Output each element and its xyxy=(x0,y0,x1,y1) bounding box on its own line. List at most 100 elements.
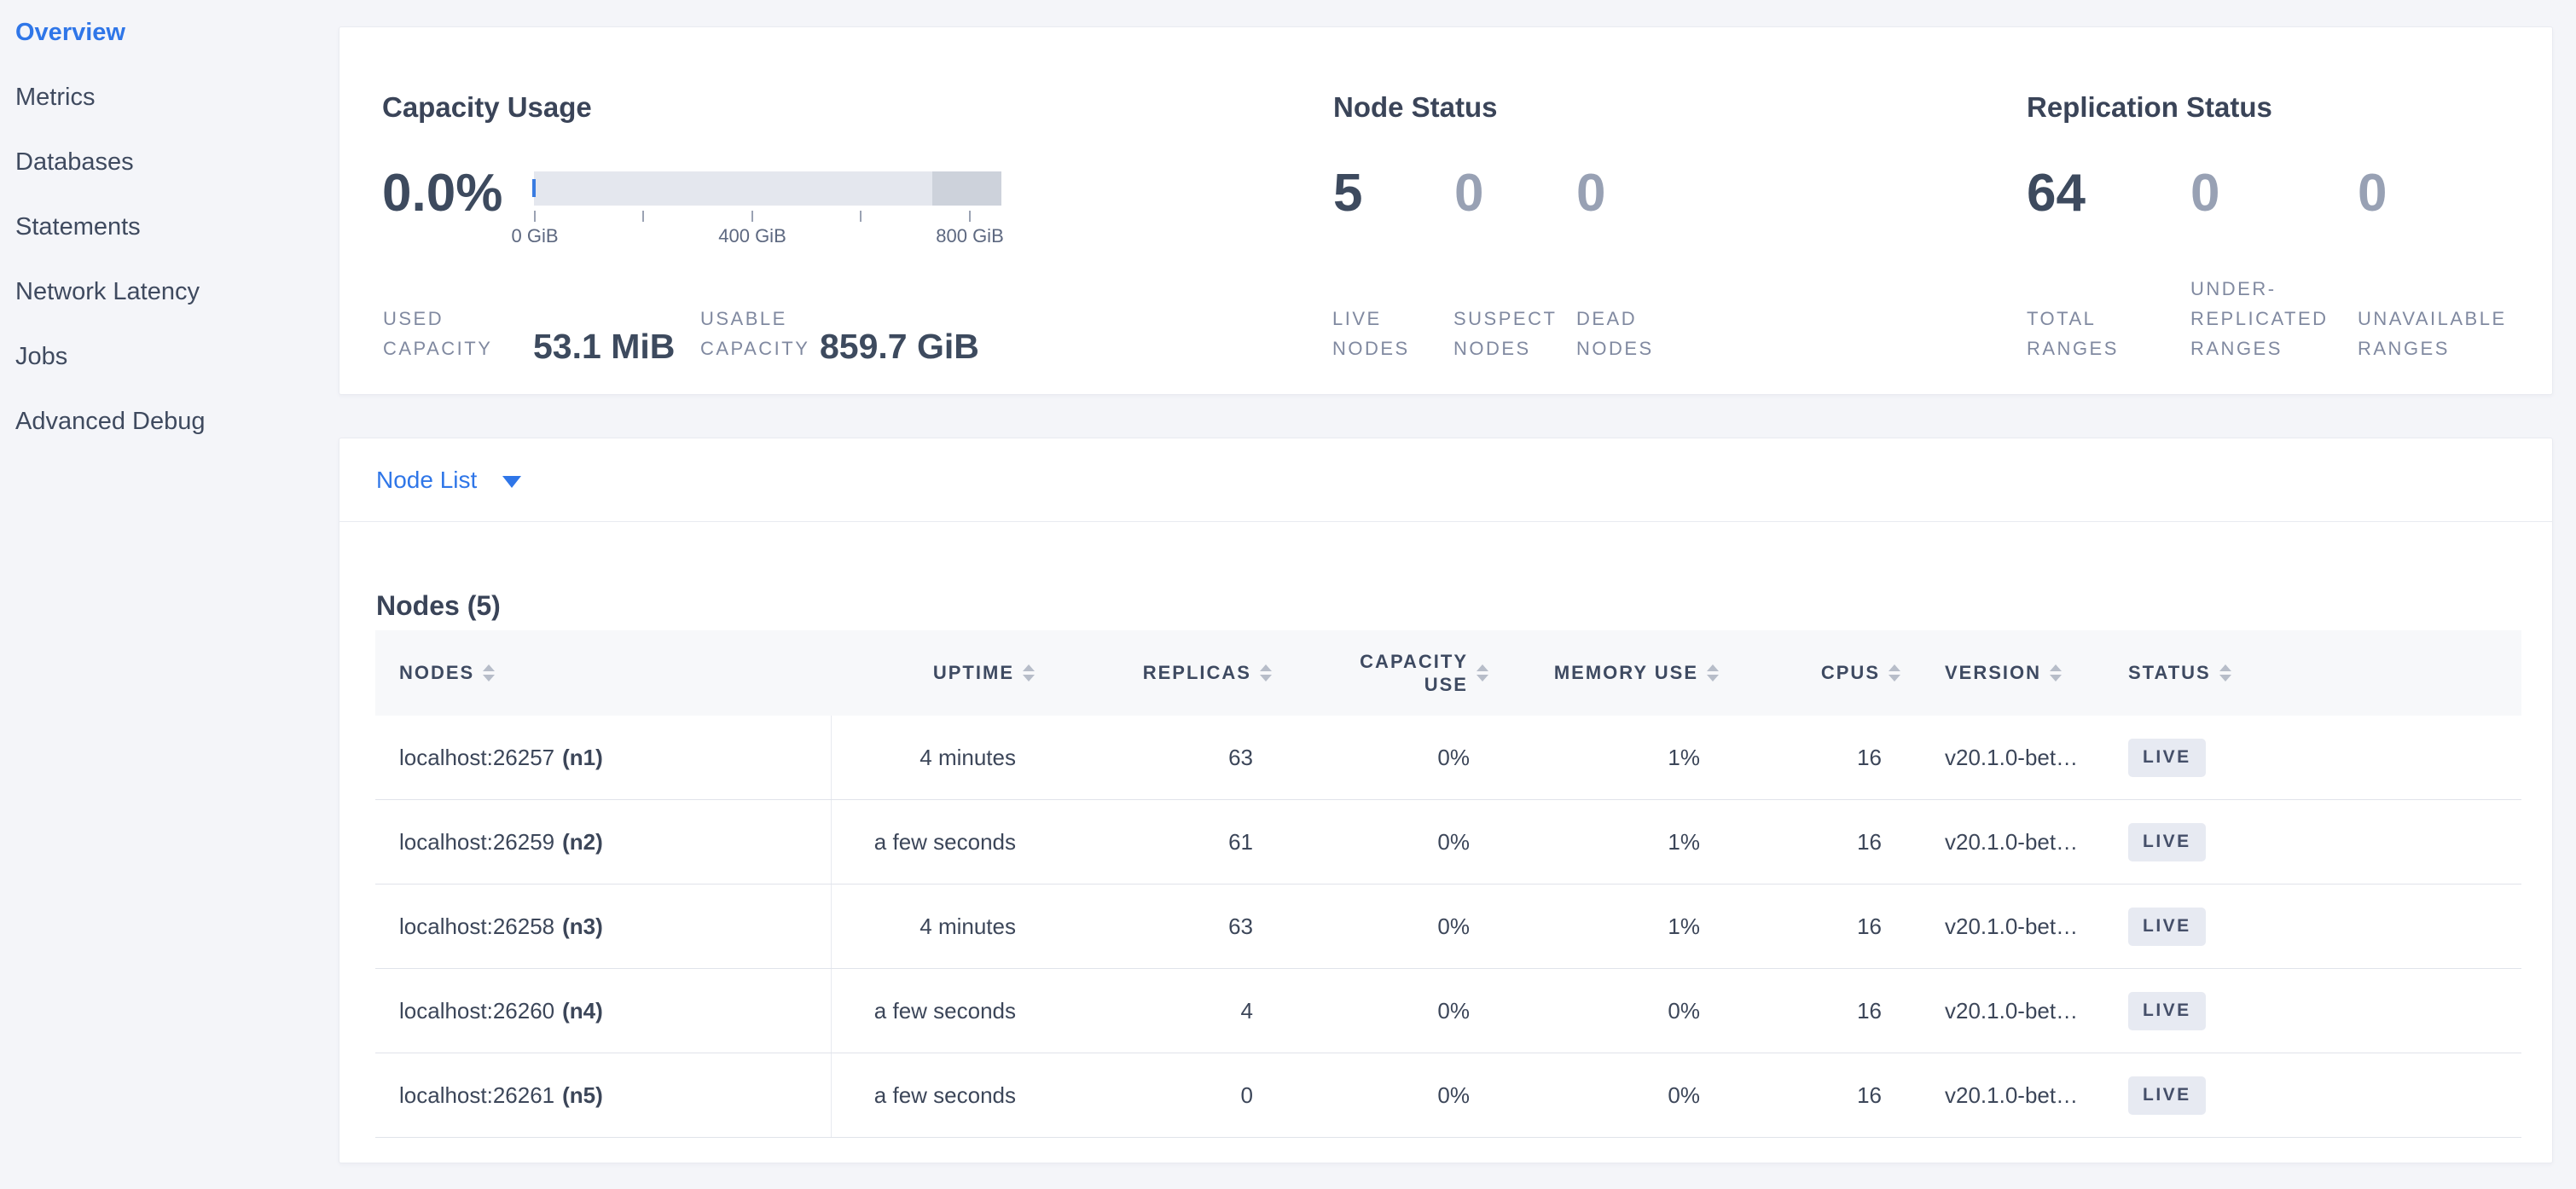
cpus-cell: 16 xyxy=(1857,997,1882,1024)
node-address-cell: localhost:26260 (n4) xyxy=(375,969,832,1053)
col-header-memory-use[interactable]: MEMORY USE xyxy=(1488,662,1719,684)
memory-use-cell: 0% xyxy=(1668,997,1700,1024)
gauge-axis-label-800: 800 GiB xyxy=(936,225,1004,246)
gauge-tick xyxy=(969,211,971,222)
status-badge: LIVE xyxy=(2128,907,2206,946)
cpus-cell: 16 xyxy=(1857,828,1882,855)
sidebar-item-jobs[interactable]: Jobs xyxy=(15,342,68,370)
replicas-cell: 0 xyxy=(1240,1082,1253,1108)
label-line: RANGES xyxy=(2190,338,2283,359)
node-list-dropdown[interactable]: Node List xyxy=(339,438,2552,522)
node-address: localhost:26259 xyxy=(399,828,555,855)
sort-icon xyxy=(483,664,496,682)
sidebar-item-overview[interactable]: Overview xyxy=(15,18,125,46)
col-header-version[interactable]: VERSION xyxy=(1900,662,2108,684)
replicas-cell: 61 xyxy=(1228,828,1253,855)
table-row[interactable]: localhost:26257 (n1) 4 minutes 63 0% 1% … xyxy=(375,716,2521,800)
version-cell: v20.1.0-bet… xyxy=(1945,997,2079,1024)
replication-status-title: Replication Status xyxy=(2027,91,2272,124)
nodes-table-header: NODES UPTIME REPLICAS CAPACITY USE MEMOR… xyxy=(375,630,2521,716)
unavailable-ranges-count: 0 xyxy=(2358,164,2387,223)
nodes-count-heading: Nodes (5) xyxy=(376,590,501,621)
label-line: USED xyxy=(383,308,444,329)
col-header-nodes[interactable]: NODES xyxy=(375,662,832,684)
capacity-usage-title: Capacity Usage xyxy=(382,91,592,124)
gauge-tick xyxy=(642,211,644,222)
col-label: STATUS xyxy=(2128,662,2211,683)
col-label: REPLICAS xyxy=(1142,662,1251,683)
total-ranges-label: TOTAL RANGES xyxy=(2027,304,2119,363)
capacity-use-cell: 0% xyxy=(1437,744,1470,770)
capacity-gauge-used-marker xyxy=(532,179,536,197)
label-line: NODES xyxy=(1453,338,1531,359)
suspect-nodes-count: 0 xyxy=(1454,164,1484,223)
node-id: (n1) xyxy=(562,744,603,770)
sidebar-item-statements[interactable]: Statements xyxy=(15,212,141,241)
unavailable-ranges-label: UNAVAILABLE RANGES xyxy=(2358,304,2507,363)
total-ranges-count: 64 xyxy=(2027,164,2086,223)
version-cell: v20.1.0-bet… xyxy=(1945,1082,2079,1108)
chevron-down-icon xyxy=(502,475,522,488)
status-cell: LIVE xyxy=(2108,907,2521,946)
table-row[interactable]: localhost:26258 (n3) 4 minutes 63 0% 1% … xyxy=(375,884,2521,969)
version-cell: v20.1.0-bet… xyxy=(1945,828,2079,855)
col-label-line: CAPACITY xyxy=(1360,651,1468,672)
node-address: localhost:26258 xyxy=(399,913,555,939)
label-line: TOTAL xyxy=(2027,308,2097,329)
version-cell: v20.1.0-bet… xyxy=(1945,744,2079,770)
col-header-cpus[interactable]: CPUS xyxy=(1719,662,1900,684)
label-line: SUSPECT xyxy=(1453,308,1558,329)
capacity-use-cell: 0% xyxy=(1437,1082,1470,1108)
memory-use-cell: 1% xyxy=(1668,744,1700,770)
live-nodes-label: LIVE NODES xyxy=(1332,304,1410,363)
uptime-cell: a few seconds xyxy=(873,828,1016,855)
label-line: REPLICATED xyxy=(2190,308,2329,329)
node-list-card: Node List Nodes (5) NODES UPTIME REPLICA… xyxy=(339,438,2553,1163)
status-badge: LIVE xyxy=(2128,738,2206,777)
sort-icon xyxy=(1888,664,1900,682)
capacity-gauge-reserved-segment xyxy=(932,171,1001,206)
capacity-used-percent: 0.0% xyxy=(382,164,503,223)
col-label: NODES xyxy=(399,662,475,683)
replicas-cell: 63 xyxy=(1228,913,1253,939)
label-line: NODES xyxy=(1332,338,1410,359)
uptime-cell: 4 minutes xyxy=(920,744,1016,770)
table-row[interactable]: localhost:26260 (n4) a few seconds 4 0% … xyxy=(375,969,2521,1053)
sort-icon xyxy=(1023,664,1035,682)
cpus-cell: 16 xyxy=(1857,744,1882,770)
node-address-cell: localhost:26257 (n1) xyxy=(375,716,832,799)
node-id: (n4) xyxy=(562,997,603,1024)
status-badge: LIVE xyxy=(2128,991,2206,1030)
sidebar-item-databases[interactable]: Databases xyxy=(15,148,134,176)
gauge-tick xyxy=(860,211,862,222)
table-row[interactable]: localhost:26259 (n2) a few seconds 61 0%… xyxy=(375,800,2521,884)
col-label: CPUS xyxy=(1820,662,1880,683)
col-header-uptime[interactable]: UPTIME xyxy=(832,662,1035,684)
uptime-cell: a few seconds xyxy=(873,1082,1016,1108)
sidebar-item-advanced-debug[interactable]: Advanced Debug xyxy=(15,407,206,435)
version-cell: v20.1.0-bet… xyxy=(1945,913,2079,939)
sidebar-item-network-latency[interactable]: Network Latency xyxy=(15,277,200,305)
label-line: USABLE xyxy=(700,308,787,329)
node-status-title: Node Status xyxy=(1333,91,1498,124)
uptime-cell: 4 minutes xyxy=(920,913,1016,939)
col-header-replicas[interactable]: REPLICAS xyxy=(1035,662,1272,684)
col-header-status[interactable]: STATUS xyxy=(2108,662,2521,684)
col-header-capacity-use[interactable]: CAPACITY USE xyxy=(1272,650,1488,696)
label-line: UNDER- xyxy=(2190,278,2277,299)
sidebar-item-metrics[interactable]: Metrics xyxy=(15,83,96,111)
gauge-axis-label-0: 0 GiB xyxy=(511,225,559,246)
node-address: localhost:26257 xyxy=(399,744,555,770)
col-label-line: USE xyxy=(1424,674,1468,695)
table-row[interactable]: localhost:26261 (n5) a few seconds 0 0% … xyxy=(375,1053,2521,1138)
status-badge: LIVE xyxy=(2128,822,2206,861)
label-line: RANGES xyxy=(2027,338,2119,359)
usable-capacity-label: USABLE CAPACITY xyxy=(700,304,809,363)
suspect-nodes-label: SUSPECT NODES xyxy=(1453,304,1557,363)
uptime-cell: a few seconds xyxy=(873,997,1016,1024)
sort-icon xyxy=(2219,664,2231,682)
label-line: CAPACITY xyxy=(383,338,493,359)
col-label: CAPACITY USE xyxy=(1360,650,1468,696)
under-replicated-ranges-count: 0 xyxy=(2190,164,2220,223)
live-nodes-count: 5 xyxy=(1333,164,1363,223)
